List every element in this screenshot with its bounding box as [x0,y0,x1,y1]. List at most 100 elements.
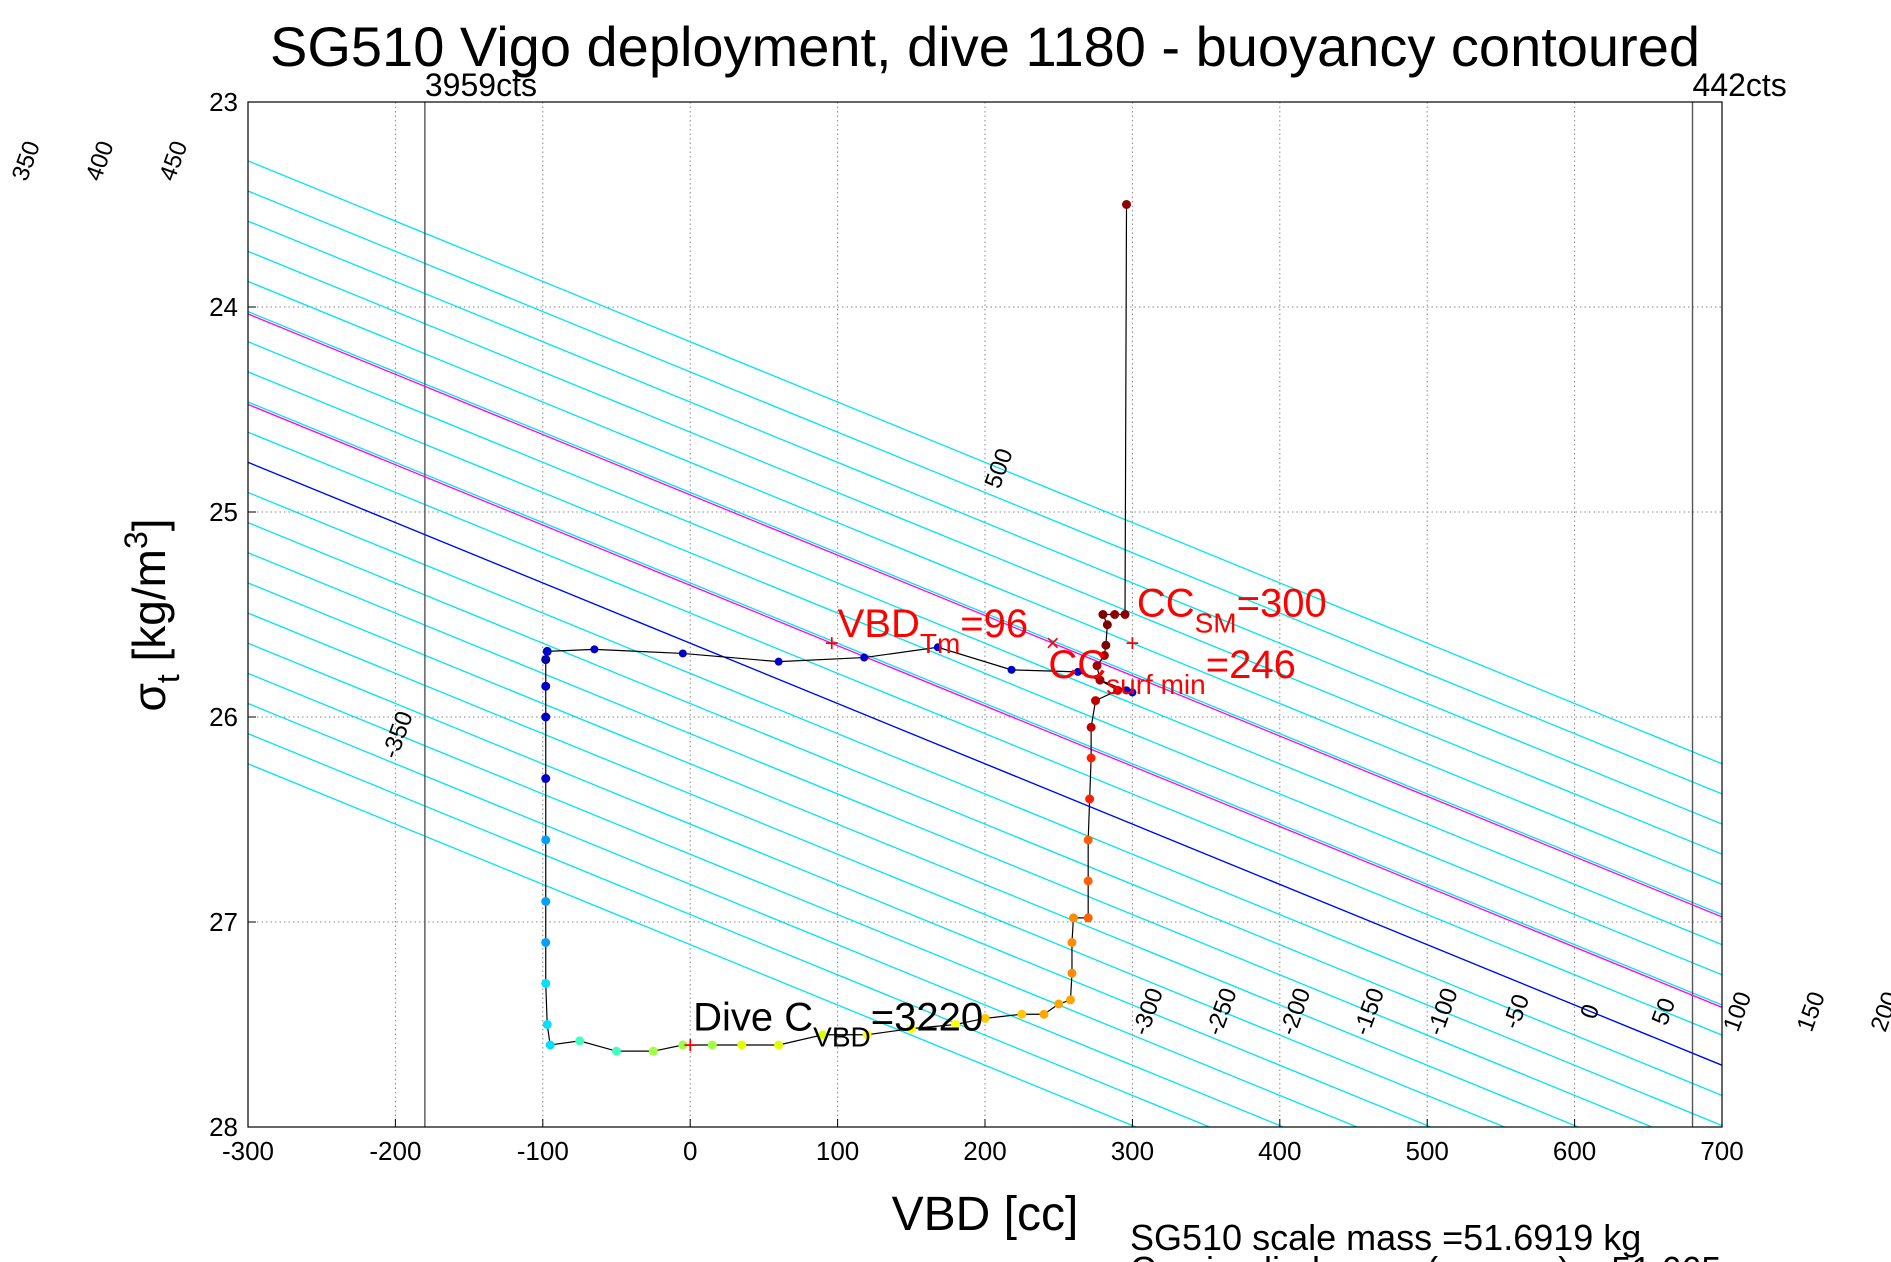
x-tick-label: 200 [963,1136,1006,1166]
descent-point [1083,876,1093,886]
x-tick-label: -300 [222,1136,274,1166]
contour-line [248,582,1579,1127]
contour-label: 100 [1718,988,1757,1035]
descent-point [1083,835,1093,845]
reference-line [248,461,1722,1066]
annotation: VBDTm=96 [838,602,1029,659]
ascent-point [1007,665,1016,674]
dive-points [541,200,1137,1056]
x-tick-label: 400 [1258,1136,1301,1166]
descent-point [1085,794,1095,804]
contour-label: 350 [7,138,46,185]
annotation: CCSM=300 [1137,582,1327,639]
vbd-limit-label: 3959cts [425,67,537,103]
annotation: Dive CVBD=3220 [693,996,983,1053]
annotation: CCsurf min=246 [1048,643,1295,700]
descent-point [1067,938,1077,947]
y-tick-label: 28 [209,1112,238,1142]
descent-point [1099,651,1109,660]
descent-point [774,1040,784,1050]
y-tick-label: 24 [209,292,238,322]
contour-label: 450 [154,138,193,185]
contour-line [248,280,1722,886]
reference-line [248,403,1722,1009]
descent-point [1067,968,1077,978]
annotation-sub: SM [1195,608,1237,639]
annotation-tail: =96 [960,602,1028,646]
marker: + [683,1032,697,1059]
descent-point [612,1046,621,1056]
x-tick-label: 600 [1553,1136,1596,1166]
contour-line [248,371,1722,976]
contour-line [248,672,1358,1127]
contour-line [248,702,1284,1127]
descent-point [1098,610,1108,619]
marker: × [1046,630,1060,657]
contour-line [248,160,1722,765]
descent-point [951,1020,961,1029]
annotation-main: CC [1048,643,1106,687]
contour-line [248,431,1722,1036]
descent-point [707,1040,717,1050]
descent-point [1065,995,1075,1005]
descent-point [1086,722,1096,732]
annotation-main: CC [1137,582,1195,626]
descent-point [1017,1009,1027,1019]
ascent-point [933,643,942,652]
descent-point [1101,640,1111,650]
reference-line [248,313,1722,918]
buoyancy-contours [248,160,1722,1127]
descent-point [541,681,551,691]
descent-point [737,1040,747,1050]
x-tick-label: 0 [683,1136,697,1166]
contour-line [248,552,1653,1127]
y-axis-ticks: 23 24 25 26 27 28 [209,87,256,1142]
contour-line [248,612,1505,1127]
x-tick-label: -100 [517,1136,569,1166]
descent-point [1092,661,1102,671]
descent-point [1095,675,1105,685]
descent-point [545,1040,555,1050]
contour-line [248,190,1722,795]
descent-point [541,655,551,665]
reference-lines [248,313,1722,1066]
y-axis-label-sup: 3 [118,531,154,549]
ascent-point [1128,688,1137,697]
contour-line [248,250,1722,855]
contour-line [248,521,1722,1127]
x-tick-label: -200 [369,1136,421,1166]
y-tick-label: 26 [209,702,238,732]
x-tick-label: 100 [816,1136,859,1166]
chart-title: SG510 Vigo deployment, dive 1180 - buoya… [270,15,1700,78]
contour-label: 400 [81,138,120,185]
descent-point [1068,913,1078,923]
annotation-tail: =300 [1237,582,1327,626]
descent-point [541,835,551,845]
y-axis-label-unit: [kg/m [123,549,175,674]
contour-line [248,763,1137,1127]
descent-point [1102,620,1112,630]
annotation-main: VBD [838,602,920,646]
descent-point [678,1040,688,1050]
marker: + [825,630,839,657]
footer-line-2: C implied mass (apogee) = 51.665 [1130,1249,1721,1262]
annotation-sub: Tm [920,628,960,659]
contour-line [248,220,1722,825]
descent-point [575,1036,585,1046]
annotation-main: Dive C [693,996,813,1040]
y-axis-label-sub: t [150,674,186,683]
annotation-tail: =246 [1206,643,1296,687]
contour-label: 200 [1866,988,1891,1035]
descent-point [541,897,551,906]
marker: + [1125,630,1139,657]
descent-point [541,774,551,783]
footer-line-1: SG510 scale mass =51.6919 kg [1130,1217,1641,1258]
y-tick-label: 25 [209,497,238,527]
ascent-point [543,647,552,656]
ascent-point [678,649,687,658]
descent-point [648,1046,658,1056]
descent-point [980,1013,990,1023]
y-axis-label-symbol: σ [123,683,175,711]
